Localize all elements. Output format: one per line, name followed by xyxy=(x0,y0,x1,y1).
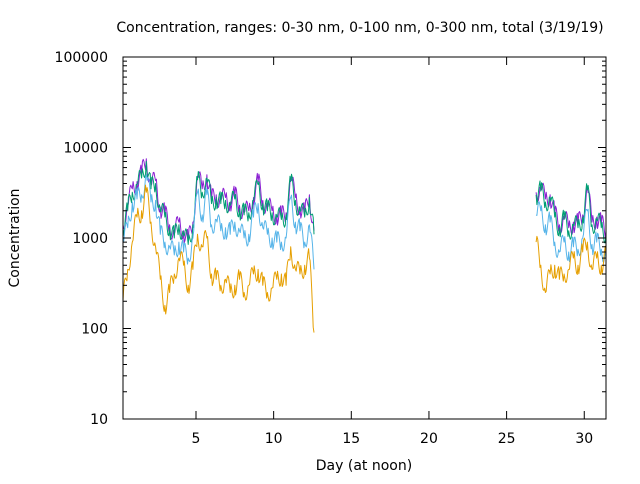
y-tick-label: 100000 xyxy=(55,50,108,66)
y-tick-label: 1000 xyxy=(72,231,108,247)
y-tick-label: 10000 xyxy=(63,141,108,157)
series-line xyxy=(122,158,315,244)
axis-layer: 5 10 15 20 25 30 10 100 1000 10000 100000 xyxy=(55,50,606,447)
series-line xyxy=(535,180,607,244)
x-tick-label: 5 xyxy=(192,431,201,447)
x-tick-label: 25 xyxy=(498,431,516,447)
series-line xyxy=(122,161,315,245)
y-tick-label: 10 xyxy=(90,412,108,428)
plot-frame xyxy=(122,56,607,420)
x-tick-label: 15 xyxy=(342,431,360,447)
series-layer xyxy=(122,158,607,333)
y-axis-label: Concentration xyxy=(7,188,23,287)
x-tick-label: 20 xyxy=(420,431,438,447)
series-line xyxy=(535,182,607,239)
series-line xyxy=(535,201,607,263)
series-line xyxy=(122,174,315,270)
x-tick-label: 10 xyxy=(265,431,283,447)
y-tick-label: 100 xyxy=(81,322,108,338)
chart-title: Concentration, ranges: 0-30 nm, 0-100 nm… xyxy=(116,20,603,36)
series-line xyxy=(535,235,607,293)
x-axis-label: Day (at noon) xyxy=(316,458,412,474)
series-line xyxy=(122,184,315,333)
x-tick-label: 30 xyxy=(575,431,593,447)
